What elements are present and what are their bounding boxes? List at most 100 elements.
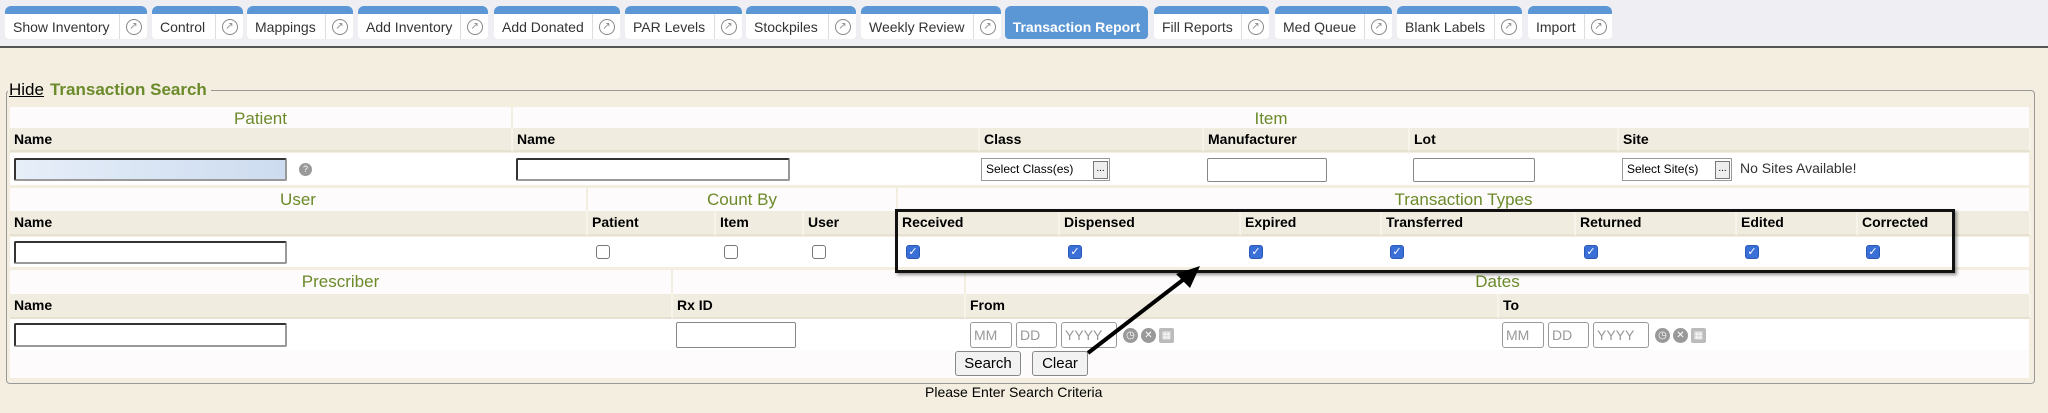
hide-link[interactable]: Hide <box>9 80 44 99</box>
open-external-icon[interactable]: ↗ <box>592 14 620 39</box>
tab-label: Show Inventory <box>13 18 110 35</box>
open-external-icon[interactable]: ↗ <box>1241 14 1269 39</box>
site-select[interactable]: Select Site(s)... <box>1622 158 1732 181</box>
help-icon[interactable]: ? <box>299 163 312 176</box>
manufacturer-label: Manufacturer <box>1204 128 1410 152</box>
prescriber-name-input[interactable] <box>14 323 287 347</box>
to-year-input[interactable]: YYYY <box>1593 322 1649 348</box>
tab-add-donated[interactable]: Add Donated ↗ <box>494 6 620 39</box>
count-by-patient-label: Patient <box>588 211 716 236</box>
open-external-icon[interactable]: ↗ <box>828 14 856 39</box>
item-name-label: Name <box>513 128 980 152</box>
tab-fill-reports[interactable]: Fill Reports ↗ <box>1154 6 1269 39</box>
tab-par-levels[interactable]: PAR Levels ↗ <box>625 6 742 39</box>
open-external-icon[interactable]: ↗ <box>1584 14 1612 39</box>
open-external-icon[interactable]: ↗ <box>1494 14 1522 39</box>
type-edited-checkbox[interactable]: ✓ <box>1745 245 1759 259</box>
search-button[interactable]: Search <box>955 351 1021 376</box>
open-external-icon[interactable]: ↗ <box>1364 14 1392 39</box>
type-expired-label: Expired <box>1241 211 1382 236</box>
tab-stockpiles[interactable]: Stockpiles ↗ <box>746 6 856 39</box>
count-by-header: Count By <box>588 188 898 211</box>
type-dispensed-label: Dispensed <box>1060 211 1241 236</box>
class-browse-button[interactable]: ... <box>1093 161 1108 179</box>
status-message: Please Enter Search Criteria <box>925 384 1103 400</box>
count-by-item-label: Item <box>716 211 804 236</box>
to-day-input[interactable]: DD <box>1548 322 1589 348</box>
patient-name-input[interactable] <box>14 158 287 181</box>
tab-med-queue[interactable]: Med Queue ↗ <box>1275 6 1392 39</box>
user-name-label: Name <box>10 211 588 236</box>
patient-header: Patient <box>10 107 513 128</box>
tab-label: Mappings <box>255 18 316 35</box>
type-transferred-checkbox[interactable]: ✓ <box>1390 245 1404 259</box>
transaction-search-fieldset <box>6 90 2035 384</box>
tab-label: Med Queue <box>1283 18 1357 35</box>
tab-show-inventory[interactable]: Show Inventory ↗ <box>5 6 147 39</box>
arrow-head <box>1176 266 1200 288</box>
type-edited-label: Edited <box>1737 211 1858 236</box>
tab-label: Import <box>1536 18 1576 35</box>
from-date-label: From <box>966 294 1499 319</box>
tab-label: Control <box>160 18 206 35</box>
site-select-text: Select Site(s) <box>1627 162 1699 176</box>
count-by-item-checkbox[interactable] <box>724 245 738 259</box>
to-month-input[interactable]: MM <box>1502 322 1544 348</box>
prescriber-name-label: Name <box>10 294 673 319</box>
tab-label: Blank Labels <box>1405 18 1486 35</box>
open-external-icon[interactable]: ↗ <box>714 14 742 39</box>
type-corrected-label: Corrected <box>1858 211 2031 236</box>
rx-id-label: Rx ID <box>673 294 966 319</box>
tab-label: Stockpiles <box>754 18 818 35</box>
tab-blank-labels[interactable]: Blank Labels ↗ <box>1397 6 1522 39</box>
patient-name-label: Name <box>10 128 513 152</box>
tab-label: Fill Reports <box>1162 18 1233 35</box>
type-dispensed-checkbox[interactable]: ✓ <box>1068 245 1082 259</box>
count-by-patient-checkbox[interactable] <box>596 245 610 259</box>
from-year-input[interactable]: YYYY <box>1061 322 1117 348</box>
site-label: Site <box>1619 128 2031 152</box>
clear-date-icon[interactable]: ✕ <box>1141 328 1156 343</box>
clock-icon[interactable]: ◷ <box>1655 328 1670 343</box>
open-external-icon[interactable]: ↗ <box>325 14 353 39</box>
arrow-line <box>1086 274 1190 355</box>
user-name-input[interactable] <box>14 241 287 264</box>
item-name-input[interactable] <box>516 158 790 181</box>
from-month-input[interactable]: MM <box>970 322 1012 348</box>
open-external-icon[interactable]: ↗ <box>215 14 243 39</box>
calendar-icon[interactable]: ▦ <box>1159 328 1174 343</box>
tab-transaction-report[interactable]: Transaction Report <box>1005 6 1148 39</box>
rx-header-blank <box>673 270 966 294</box>
type-received-checkbox[interactable]: ✓ <box>906 245 920 259</box>
type-returned-checkbox[interactable]: ✓ <box>1584 245 1598 259</box>
manufacturer-input[interactable] <box>1207 158 1327 182</box>
tab-label: Weekly Review <box>869 18 965 35</box>
tab-add-inventory[interactable]: Add Inventory ↗ <box>358 6 488 39</box>
tab-control[interactable]: Control ↗ <box>152 6 243 39</box>
site-browse-button[interactable]: ... <box>1715 161 1730 179</box>
tab-mappings[interactable]: Mappings ↗ <box>247 6 353 39</box>
open-external-icon[interactable]: ↗ <box>973 14 1001 39</box>
row2-values <box>10 237 2031 267</box>
type-expired-checkbox[interactable]: ✓ <box>1249 245 1263 259</box>
clock-icon[interactable]: ◷ <box>1123 328 1138 343</box>
tab-weekly-review[interactable]: Weekly Review ↗ <box>861 6 1001 39</box>
class-label: Class <box>980 128 1204 152</box>
rx-id-input[interactable] <box>676 322 796 348</box>
open-external-icon[interactable]: ↗ <box>460 14 488 39</box>
calendar-icon[interactable]: ▦ <box>1691 328 1706 343</box>
class-select-text: Select Class(es) <box>986 162 1074 176</box>
lot-input[interactable] <box>1413 158 1535 182</box>
tab-import[interactable]: Import ↗ <box>1528 6 1612 39</box>
tab-label: Transaction Report <box>1012 18 1141 35</box>
clear-button[interactable]: Clear <box>1032 351 1088 376</box>
from-day-input[interactable]: DD <box>1016 322 1057 348</box>
type-corrected-checkbox[interactable]: ✓ <box>1866 245 1880 259</box>
class-select[interactable]: Select Class(es)... <box>981 158 1110 181</box>
count-by-user-checkbox[interactable] <box>812 245 826 259</box>
clear-date-icon[interactable]: ✕ <box>1673 328 1688 343</box>
lot-label: Lot <box>1410 128 1619 152</box>
type-received-label: Received <box>898 211 1060 236</box>
open-external-icon[interactable]: ↗ <box>119 14 147 39</box>
dates-header: Dates <box>966 270 2031 294</box>
